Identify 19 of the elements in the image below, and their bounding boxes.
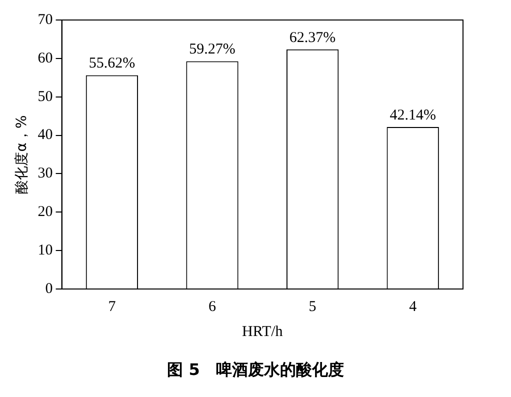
- y-tick-label: 0: [45, 280, 53, 297]
- x-tick-label: 5: [308, 298, 316, 315]
- x-tick-label: 4: [409, 298, 418, 315]
- y-tick-label: 20: [38, 204, 53, 220]
- x-tick-label: 6: [208, 298, 216, 315]
- y-tick-label: 60: [38, 50, 53, 66]
- y-tick-label: 10: [38, 242, 53, 259]
- data-label: 59.27%: [189, 42, 236, 58]
- y-tick-label: 40: [38, 127, 53, 144]
- y-tick-label: 50: [38, 88, 53, 105]
- caption: 图 5 啤酒废水的酸化度: [166, 360, 345, 381]
- y-axis-title: 酸化度α，%: [14, 115, 30, 194]
- data-label: 42.14%: [390, 108, 436, 124]
- data-label: 55.62%: [88, 56, 136, 72]
- x-tick-label: 7: [108, 298, 116, 315]
- y-tick-label: 70: [38, 12, 53, 28]
- y-tick-label: 30: [38, 166, 53, 182]
- data-label: 62.37%: [289, 30, 336, 46]
- x-axis-title: HRT/h: [242, 324, 284, 340]
